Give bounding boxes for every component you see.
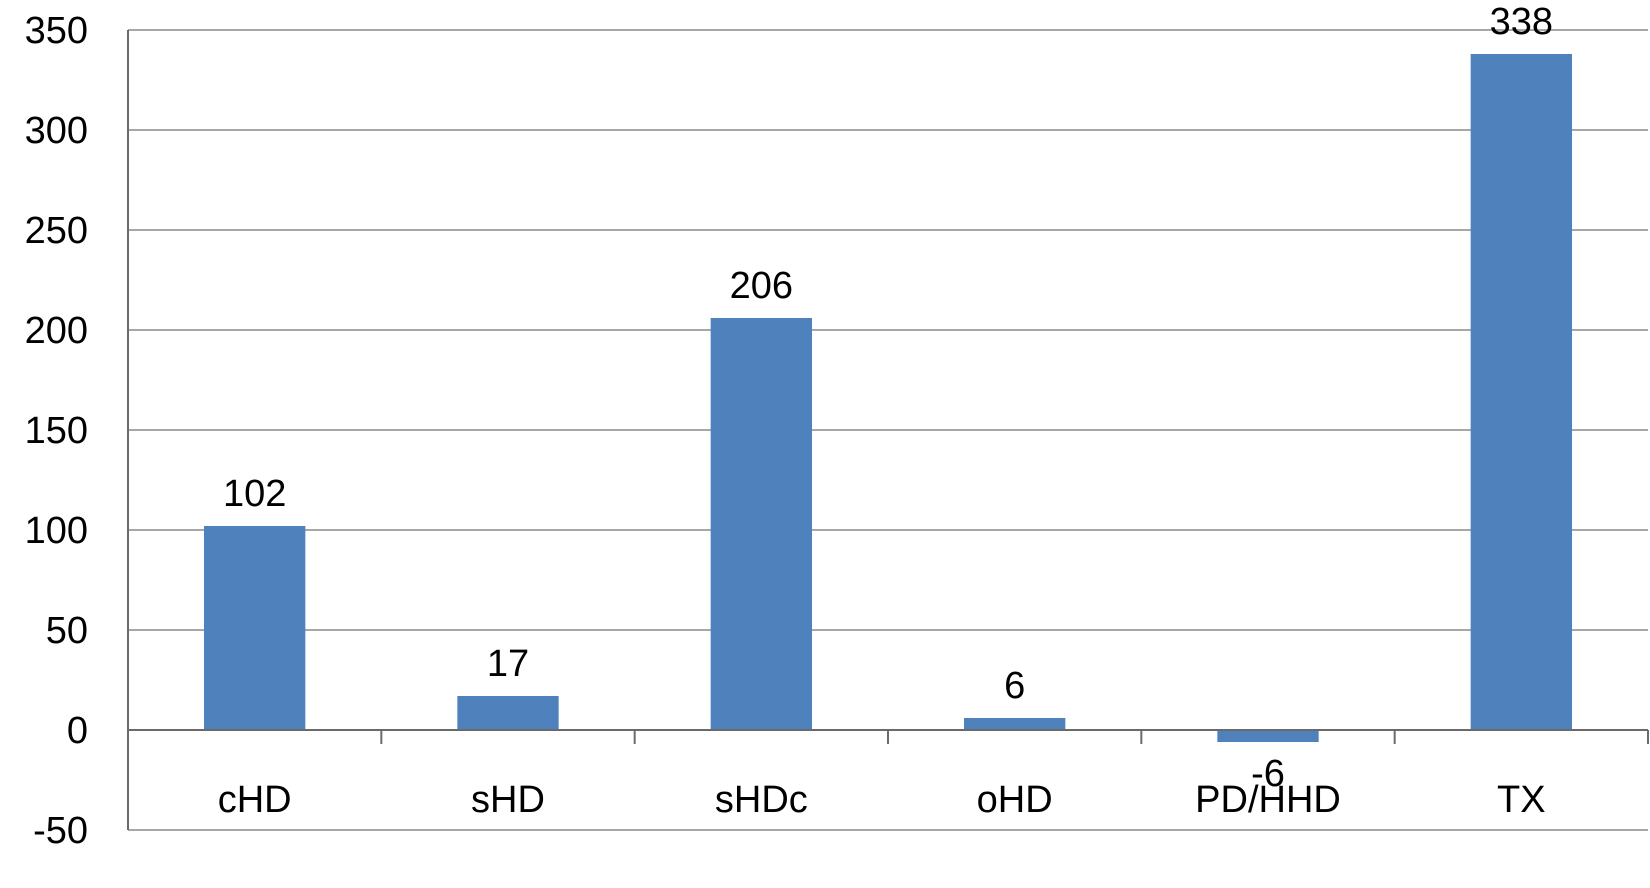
labels: -50 0 50 100 150 200 250 300 350 102 cHD 17 sHD 206 sH… xyxy=(25,1,1553,852)
y-tick-label: 0 xyxy=(67,710,88,752)
bar-ohd xyxy=(964,718,1066,730)
bar-pd-hhd xyxy=(1217,730,1319,742)
x-category-label: PD/HHD xyxy=(1195,779,1341,821)
data-label: 102 xyxy=(223,473,286,515)
y-tick-label: 100 xyxy=(25,510,88,552)
x-category-label: TX xyxy=(1497,779,1546,821)
bar-tx xyxy=(1470,54,1572,730)
x-category-label: sHDc xyxy=(715,779,808,821)
x-category-label: oHD xyxy=(977,779,1053,821)
axes xyxy=(127,30,1649,830)
x-category-label: cHD xyxy=(218,779,292,821)
y-tick-label: -50 xyxy=(33,810,88,852)
y-tick-label: 50 xyxy=(46,610,88,652)
y-tick-label: 200 xyxy=(25,310,88,352)
data-label: 6 xyxy=(1004,665,1025,707)
bar-chd xyxy=(204,526,306,730)
bar-shdc xyxy=(710,318,812,730)
y-tick-label: 250 xyxy=(25,210,88,252)
data-label: 338 xyxy=(1490,1,1553,43)
data-label: 206 xyxy=(730,265,793,307)
x-category-label: sHD xyxy=(471,779,545,821)
y-tick-label: 150 xyxy=(25,410,88,452)
y-tick-label: 350 xyxy=(25,10,88,52)
y-tick-label: 300 xyxy=(25,110,88,152)
gridlines xyxy=(128,29,1648,831)
data-label: 17 xyxy=(487,643,529,685)
data-label: -6 xyxy=(1251,753,1285,795)
bars xyxy=(204,54,1572,742)
bar-shd xyxy=(457,696,559,730)
